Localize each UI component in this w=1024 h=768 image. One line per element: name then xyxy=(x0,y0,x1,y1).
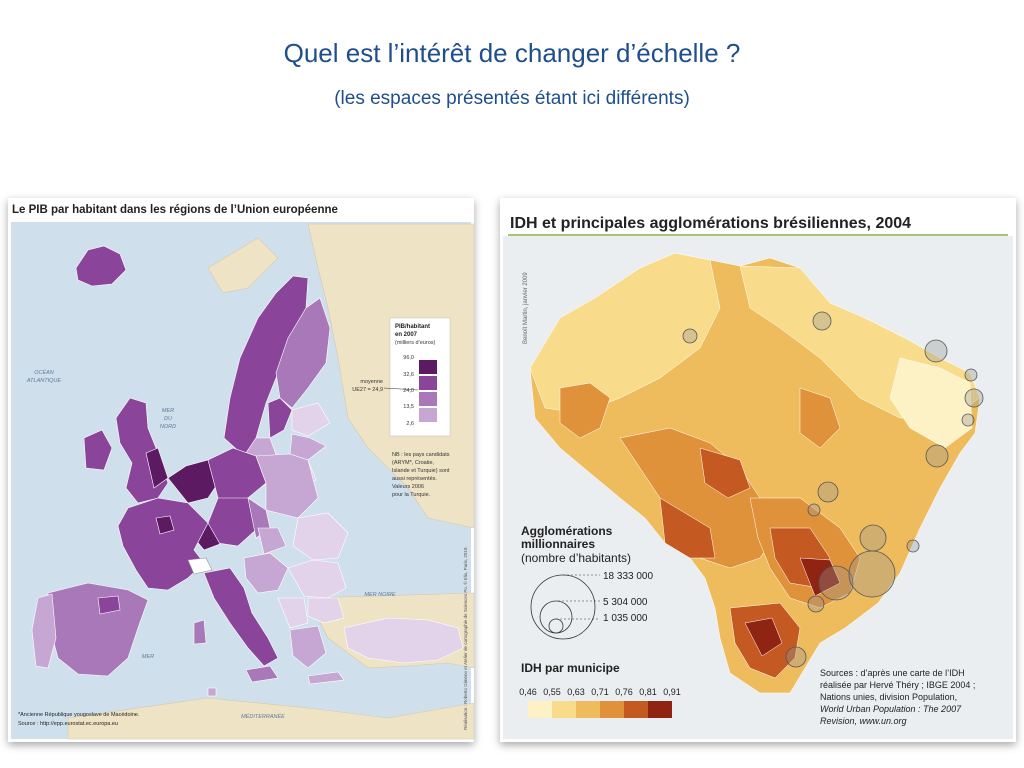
north-sea-label-line2: DU xyxy=(164,416,172,422)
legend-title-line2: en 2007 xyxy=(395,332,418,338)
idh-swatch xyxy=(600,701,624,718)
agglomeration-legend: Agglomérations millionnaires (nombre d’h… xyxy=(521,524,653,640)
legend-break: 96,0 xyxy=(403,355,414,361)
legend-title-line3: (milliers d’euros) xyxy=(395,340,436,346)
idh-break: 0,91 xyxy=(663,687,681,697)
agglo-title-line1: Agglomérations xyxy=(521,524,613,538)
eu-credit: Réalisation : Roberto Gimeno et Atelier … xyxy=(462,546,468,730)
legend-average-line1: moyenne xyxy=(360,379,383,385)
eu-footnote: *Ancienne République yougoslave de Macéd… xyxy=(18,712,140,718)
svg-text:Islande et Turquie) sont: Islande et Turquie) sont xyxy=(392,468,450,474)
agglo-value: 1 035 000 xyxy=(603,613,648,624)
eu-legend: PIB/habitant en 2007 (milliers d’euros) … xyxy=(352,317,451,437)
eu-gdp-map: Le PIB par habitant dans les régions de … xyxy=(8,198,474,742)
eu-map-title: Le PIB par habitant dans les régions de … xyxy=(12,204,338,216)
idh-legend: IDH par municipe 0,46 0,55 0,63 0,71 0,7… xyxy=(519,661,681,718)
svg-text:réalisée par Hervé Théry ; IBG: réalisée par Hervé Théry ; IBGE 2004 ; xyxy=(820,680,975,690)
agglo-title-line2: millionnaires xyxy=(521,537,595,551)
med-label-line1: MER xyxy=(142,654,154,660)
north-sea-label-line1: MER xyxy=(162,408,174,414)
svg-text:Nations unies, division Popula: Nations unies, division Population, xyxy=(820,692,957,702)
idh-swatch xyxy=(576,701,600,718)
ocean-label-line1: OCÉAN xyxy=(34,369,54,376)
idh-break: 0,76 xyxy=(615,687,633,697)
idh-break: 0,81 xyxy=(639,687,657,697)
north-sea-label-line3: NORD xyxy=(160,424,176,430)
idh-break: 0,55 xyxy=(543,687,561,697)
svg-text:pour la Turquie.: pour la Turquie. xyxy=(392,492,431,498)
svg-text:Sources : d’après une carte de: Sources : d’après une carte de l’IDH xyxy=(820,668,965,678)
region-italy xyxy=(193,567,279,683)
sea-labels: OCÉAN ATLANTIQUE MER DU NORD MER NOIRE M… xyxy=(26,369,396,720)
legend-break: 13,5 xyxy=(403,404,414,410)
brazil-hdi-map: IDH et principales agglomérations brésil… xyxy=(500,198,1016,742)
svg-text:Valeurs 2006: Valeurs 2006 xyxy=(392,484,424,490)
med-label-line2: MÉDITERRANÉE xyxy=(241,713,285,720)
legend-break: 2,6 xyxy=(406,421,414,427)
legend-swatch-1 xyxy=(419,360,437,374)
black-sea-label: MER NOIRE xyxy=(364,592,396,598)
legend-swatch-4 xyxy=(419,408,437,422)
region-switzerland xyxy=(187,557,213,575)
svg-text:aussi représentés.: aussi représentés. xyxy=(392,476,437,482)
svg-text:(ARYM*, Croatie,: (ARYM*, Croatie, xyxy=(392,460,435,466)
brazil-sources: Sources : d’après une carte de l’IDH réa… xyxy=(820,668,975,726)
eu-note: NB : les pays candidats (ARYM*, Croatie,… xyxy=(392,452,450,498)
region-iberia xyxy=(31,582,149,677)
region-iceland xyxy=(75,245,127,287)
idh-swatch xyxy=(624,701,648,718)
brazil-territory xyxy=(529,252,981,694)
svg-text:NB : les pays candidats: NB : les pays candidats xyxy=(392,452,450,458)
idh-swatch xyxy=(552,701,576,718)
agglo-subtitle: (nombre d’habitants) xyxy=(521,551,631,565)
legend-break: 24,0 xyxy=(403,388,414,394)
legend-title-line1: PIB/habitant xyxy=(395,324,430,330)
idh-swatch xyxy=(648,701,672,718)
legend-swatch-3 xyxy=(419,392,437,406)
legend-break: 32,6 xyxy=(403,372,414,378)
region-france-benelux xyxy=(117,497,209,591)
eu-source: Source : http://epp.eurostat.ec.europa.e… xyxy=(18,721,118,727)
brazil-map-title: IDH et principales agglomérations brésil… xyxy=(510,215,911,232)
agglo-value: 5 304 000 xyxy=(603,597,648,608)
idh-swatch xyxy=(528,701,552,718)
idh-title: IDH par municipe xyxy=(521,661,620,675)
idh-break: 0,46 xyxy=(519,687,537,697)
brazil-credit: Benoît Martin, janvier 2009 xyxy=(523,272,529,344)
eu-gdp-map-panel: Le PIB par habitant dans les régions de … xyxy=(8,198,474,742)
agglo-value: 18 333 000 xyxy=(603,571,653,582)
idh-break: 0,63 xyxy=(567,687,585,697)
region-central-europe xyxy=(167,447,349,561)
legend-swatch-2 xyxy=(419,376,437,390)
legend-average-line2: UE27 = 24,9 xyxy=(352,387,383,393)
agglomeration-circles xyxy=(682,311,984,668)
region-uk-ireland xyxy=(83,397,169,504)
brazil-hdi-map-panel: IDH et principales agglomérations brésil… xyxy=(500,198,1016,742)
ocean-label-line2: ATLANTIQUE xyxy=(26,378,61,384)
slide-subtitle: (les espaces présentés étant ici différe… xyxy=(334,88,690,109)
svg-text:Revision, www.un.org: Revision, www.un.org xyxy=(820,716,907,726)
svg-text:World Urban Population : The 2: World Urban Population : The 2007 xyxy=(820,704,962,714)
slide-title: Quel est l’intérêt de changer d’échelle … xyxy=(283,38,741,68)
idh-break: 0,71 xyxy=(591,687,609,697)
region-balkans xyxy=(207,552,464,697)
